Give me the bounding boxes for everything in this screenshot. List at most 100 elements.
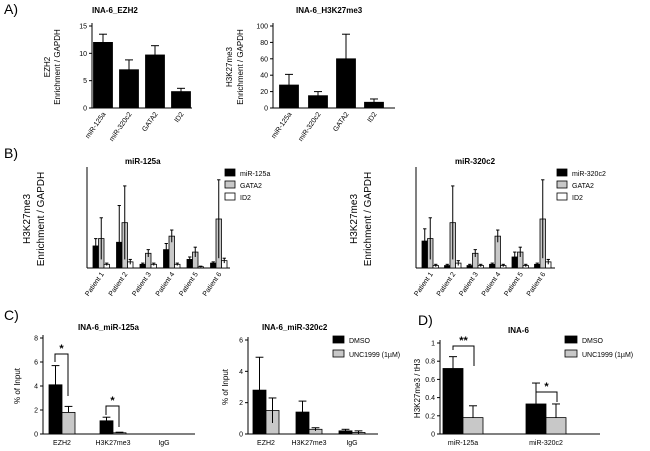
legend-label: UNC1999 (1µM)	[349, 352, 400, 359]
x-tick-label: Patient 1	[413, 271, 435, 298]
significance-marker: *	[110, 395, 115, 407]
significance-bracket	[105, 405, 120, 427]
y-tick-label: 4	[34, 384, 38, 391]
y-tick-label: 4	[239, 369, 243, 376]
y-axis-label: Enrichment / GAPDH	[363, 172, 374, 266]
bar-unc1999-1-m--0	[61, 411, 76, 435]
bar-ezh2-0	[93, 42, 113, 109]
y-tick-label: 2	[239, 400, 243, 407]
legend-label: GATA2	[572, 183, 594, 190]
chart-title: miR-125a	[125, 157, 161, 166]
x-tick-label: ID2	[367, 111, 379, 124]
legend-label: UNC1999 (1µM)	[582, 352, 633, 359]
bar-ezh2-1	[119, 69, 139, 109]
x-tick-label: Patient 2	[108, 271, 130, 298]
significance-bracket	[54, 353, 69, 396]
y-tick-label: 60	[260, 56, 268, 63]
x-tick-label: EZH2	[53, 440, 71, 447]
bar-h3k27me3-0	[279, 84, 299, 109]
chart-title: INA-6_miR-125a	[78, 323, 139, 332]
x-tick-label: Patient 1	[84, 271, 106, 298]
y-tick-label: 2	[34, 408, 38, 415]
x-tick-label: miR-320c2	[529, 440, 563, 447]
legend-swatch	[224, 192, 236, 201]
significance-marker: *	[59, 343, 64, 355]
legend-label: GATA2	[240, 183, 262, 190]
y-axis-label: EZH2	[43, 56, 52, 77]
bar-dmso-0	[48, 384, 63, 435]
x-tick-label: Patient 6	[526, 271, 548, 298]
y-axis-label: Enrichment / GAPDH	[53, 29, 62, 105]
y-tick-label: 0	[431, 432, 435, 439]
x-tick-label: H3K27me3	[95, 440, 130, 447]
y-tick-label: 0	[239, 432, 243, 439]
y-tick-label: 0.8	[425, 359, 435, 366]
significance-bracket	[535, 391, 558, 402]
y-tick-label: 15	[79, 24, 87, 31]
x-tick-label: H3K27me3	[291, 440, 326, 447]
bar-h3k27me3-3	[364, 101, 384, 109]
bar-ezh2-3	[171, 91, 191, 109]
y-axis-label: H3K27me3	[225, 46, 234, 87]
legend-label: miR-320c2	[572, 171, 606, 178]
bar-h3k27me3-2	[336, 58, 356, 109]
y-tick-label: 8	[34, 336, 38, 343]
y-tick-label: 80	[260, 40, 268, 47]
chart-title: INA-6_miR-320c2	[262, 323, 328, 332]
y-tick-label: 6	[239, 338, 243, 345]
chart-title: INA-6_H3K27me3	[296, 6, 363, 15]
bar-dmso-1	[99, 420, 114, 435]
x-tick-label: miR-125a	[448, 440, 478, 447]
x-tick-label: Patient 2	[436, 271, 458, 298]
x-tick-label: miR-320c2	[297, 111, 322, 143]
x-tick-label: Patient 4	[155, 271, 177, 298]
x-tick-label: IgG	[346, 440, 357, 447]
y-tick-label: 0.6	[425, 377, 435, 384]
legend-swatch	[224, 168, 236, 177]
x-tick-label: GATA2	[141, 111, 159, 133]
y-tick-label: 0	[34, 432, 38, 439]
x-tick-label: Patient 6	[202, 271, 224, 298]
legend-label: ID2	[572, 195, 583, 202]
legend-swatch	[564, 335, 578, 344]
x-tick-label: Patient 5	[178, 271, 200, 298]
significance-bracket	[452, 345, 475, 366]
x-tick-label: GATA2	[332, 111, 350, 133]
panel-label: D)	[418, 312, 433, 328]
y-tick-label: 0.2	[425, 413, 435, 420]
bar-dmso-1	[525, 403, 547, 435]
y-axis-label: H3K27me3 / tH3	[413, 358, 422, 418]
bar-h3k27me3-1	[308, 95, 328, 109]
y-axis-label: % of Input	[221, 368, 230, 405]
significance-marker: **	[459, 335, 468, 347]
y-tick-label: 20	[260, 89, 268, 96]
chart-title: INA-6_EZH2	[92, 6, 138, 15]
y-axis-label: Enrichment / GAPDH	[36, 172, 47, 266]
panel-label: B)	[4, 145, 18, 161]
x-tick-label: Patient 3	[131, 271, 153, 298]
y-tick-label: 0.4	[425, 395, 435, 402]
y-tick-label: 40	[260, 73, 268, 80]
chart-title: miR-320c2	[455, 157, 496, 166]
legend-label: ID2	[240, 195, 251, 202]
legend-label: DMSO	[349, 338, 371, 345]
bar-unc1999-1-m--1	[112, 432, 127, 435]
y-axis-label: H3K27me3	[22, 194, 33, 244]
bar-ezh2-2	[145, 54, 165, 109]
legend-swatch	[556, 168, 568, 177]
y-tick-label: 5	[83, 78, 87, 85]
y-axis-label: Enrichment / GAPDH	[236, 29, 245, 105]
y-tick-label: 10	[79, 51, 87, 58]
legend-swatch	[556, 192, 568, 201]
x-tick-label: Patient 5	[503, 271, 525, 298]
y-axis-label: H3K27me3	[349, 194, 360, 244]
chart-title: INA-6	[508, 326, 529, 335]
x-tick-label: miR-320c2	[108, 111, 133, 143]
x-tick-label: IgG	[158, 440, 169, 447]
panel-label: A)	[4, 1, 18, 17]
legend-swatch	[556, 180, 568, 189]
bar-unc1999-1-m--0	[462, 417, 484, 435]
bar-dmso-0	[442, 368, 464, 435]
y-tick-label: 100	[256, 24, 268, 31]
